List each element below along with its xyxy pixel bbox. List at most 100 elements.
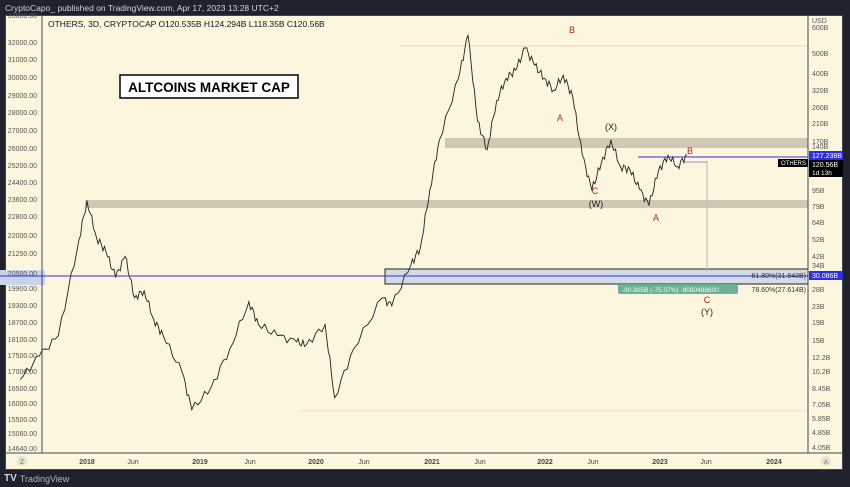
right-tick-label: 64B bbox=[812, 220, 825, 227]
right-tick-label: 170B bbox=[812, 139, 829, 146]
right-tick-label: 4.85B bbox=[812, 430, 831, 437]
right-tick-label: 28B bbox=[812, 287, 825, 294]
right-tick-label: 600B bbox=[812, 25, 829, 32]
right-tick-label: 34B bbox=[812, 263, 825, 270]
time-tick-label: Jun bbox=[587, 459, 598, 466]
last-price-tag bbox=[809, 160, 843, 177]
symbol-legend: OTHERS, 3D, CRYPTOCAP O120.535B H124.294… bbox=[48, 19, 325, 29]
time-tick-label: Jun bbox=[127, 459, 138, 466]
left-tick-label: 18100.00 bbox=[8, 337, 37, 344]
left-tick-label: 19300.00 bbox=[8, 303, 37, 310]
time-tick-label: 2018 bbox=[79, 459, 95, 466]
right-tick-label: 8.45B bbox=[812, 386, 831, 393]
left-tick-label: 19900.00 bbox=[8, 286, 37, 293]
left-tick-label: 31000.00 bbox=[8, 57, 37, 64]
left-tick-label: 22000.00 bbox=[8, 233, 37, 240]
wave-label: (Y) bbox=[701, 307, 713, 317]
resistance-zone[interactable] bbox=[445, 138, 808, 148]
currency-label: USD bbox=[812, 18, 827, 25]
symbol-tag bbox=[778, 159, 808, 167]
right-tick-label: 320B bbox=[812, 88, 829, 95]
time-tick-label: 2021 bbox=[424, 459, 440, 466]
left-tick-label: 14640.00 bbox=[8, 446, 37, 453]
last-price-text: 120.56B bbox=[812, 162, 838, 169]
right-tick-label: 52B bbox=[812, 237, 825, 244]
auto-scale-button[interactable] bbox=[821, 456, 831, 466]
right-tick-label: 210B bbox=[812, 121, 829, 128]
right-tick-label: 5.85B bbox=[812, 416, 831, 423]
price-tag-30b-text: 30.086B bbox=[812, 273, 838, 280]
time-tick-label: 2023 bbox=[652, 459, 668, 466]
measure-label: -90.805B (-75.07%) -9080488800 bbox=[622, 287, 719, 294]
left-tick-label: 21250.00 bbox=[8, 251, 37, 258]
right-tick-label: 7.05B bbox=[812, 402, 831, 409]
time-tick-label: 2022 bbox=[537, 459, 553, 466]
left-tick-label: 18700.00 bbox=[8, 320, 37, 327]
wave-label: A bbox=[653, 213, 659, 223]
left-tick-label: 26000.00 bbox=[8, 146, 37, 153]
left-tick-label: 24400.00 bbox=[8, 180, 37, 187]
countdown-text: 1d 13h bbox=[812, 170, 832, 177]
right-tick-label: 4.05B bbox=[812, 445, 831, 452]
wave-label: (X) bbox=[605, 122, 617, 132]
right-tick-label: 15B bbox=[812, 338, 825, 345]
right-tick-label: 79B bbox=[812, 204, 825, 211]
wave-label: A bbox=[557, 113, 563, 123]
right-tick-label: 400B bbox=[812, 71, 829, 78]
scale-z-label: Z bbox=[20, 459, 24, 466]
fib-618-label: 61.80%(31.843B) bbox=[752, 273, 806, 280]
tradingview-logo: TV TradingView bbox=[4, 473, 70, 484]
right-tick-label: 500B bbox=[812, 51, 829, 58]
time-tick-label: Jun bbox=[244, 459, 255, 466]
left-tick-label: 28000.00 bbox=[8, 110, 37, 117]
measure-label-box bbox=[618, 284, 738, 294]
time-tick-label: 2020 bbox=[308, 459, 324, 466]
annotation-title: ALTCOINS MARKET CAP bbox=[128, 80, 290, 95]
price-tag-127b bbox=[809, 151, 843, 160]
time-tick-label: Jun bbox=[474, 459, 485, 466]
left-tick-label: 32000.00 bbox=[8, 40, 37, 47]
left-tick-label: 15500.00 bbox=[8, 417, 37, 424]
price-series-line bbox=[19, 33, 688, 412]
left-tick-label: 22800.00 bbox=[8, 214, 37, 221]
price-tag-127b-text: 127.238B bbox=[812, 153, 842, 160]
left-target-zone bbox=[0, 270, 45, 285]
support-zone[interactable] bbox=[85, 200, 808, 208]
wave-label: C bbox=[704, 295, 711, 305]
left-tick-label: 25200.00 bbox=[8, 163, 37, 170]
publisher-header: CryptoCapo_ published on TradingView.com… bbox=[5, 3, 279, 13]
right-tick-label: 42B bbox=[812, 254, 825, 261]
right-tick-label: 12.2B bbox=[812, 355, 831, 362]
left-tick-label: 23600.00 bbox=[8, 197, 37, 204]
right-tick-label: 23B bbox=[812, 304, 825, 311]
symbol-tag-text: OTHERS bbox=[781, 161, 806, 167]
left-tick-label: 17500.00 bbox=[8, 353, 37, 360]
time-tick-label: 2024 bbox=[766, 459, 782, 466]
title-box bbox=[119, 74, 299, 99]
logo-text: TradingView bbox=[19, 473, 70, 484]
left-tick-label: 16500.00 bbox=[8, 386, 37, 393]
time-tick-label: Jun bbox=[358, 459, 369, 466]
right-tick-label: 140B bbox=[812, 144, 829, 151]
wave-label: (W) bbox=[589, 199, 604, 209]
price-tag-30b bbox=[809, 271, 843, 280]
fib-786-label: 78.60%(27.614B) bbox=[752, 287, 806, 294]
left-tick-label: 20500.00 bbox=[8, 271, 37, 278]
scale-z-button[interactable] bbox=[17, 456, 27, 466]
time-tick-label: Jun bbox=[700, 459, 711, 466]
left-tick-label: 27000.00 bbox=[8, 128, 37, 135]
time-tick-label: 2019 bbox=[192, 459, 208, 466]
left-tick-label: 15060.00 bbox=[8, 431, 37, 438]
wave-label: B bbox=[687, 146, 693, 156]
left-tick-label: 16000.00 bbox=[8, 401, 37, 408]
auto-scale-label: A bbox=[824, 459, 829, 466]
left-tick-label: 33000.00 bbox=[8, 13, 37, 20]
right-tick-label: 260B bbox=[812, 105, 829, 112]
left-tick-label: 30000.00 bbox=[8, 75, 37, 82]
right-tick-label: 95B bbox=[812, 188, 825, 195]
left-tick-label: 29000.00 bbox=[8, 93, 37, 100]
left-tick-label: 17000.00 bbox=[8, 369, 37, 376]
right-tick-label: 19B bbox=[812, 320, 825, 327]
right-tick-label: 10.2B bbox=[812, 369, 831, 376]
